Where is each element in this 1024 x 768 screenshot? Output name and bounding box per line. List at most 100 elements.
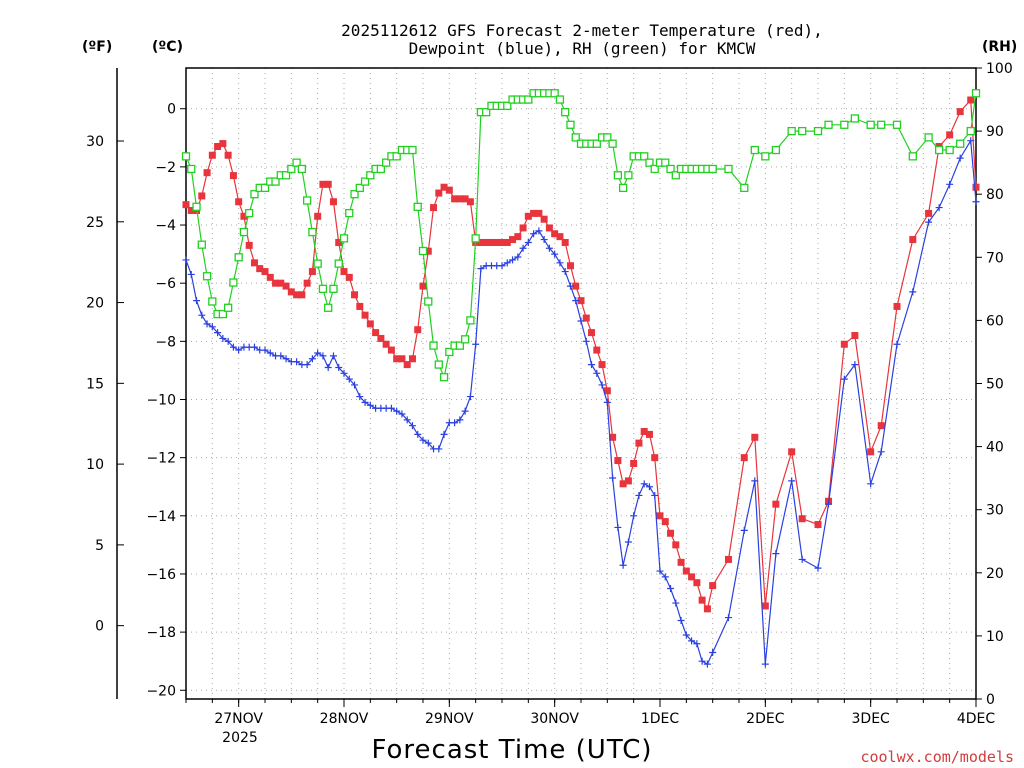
dewpoint-point xyxy=(403,416,411,424)
rh-point xyxy=(850,114,860,123)
rh-point xyxy=(302,196,312,205)
rh-point xyxy=(724,164,733,174)
temperature-point xyxy=(693,579,701,587)
dewpoint-point xyxy=(514,253,522,261)
fahrenheit-tick-label: 10 xyxy=(86,457,104,473)
temperature-point xyxy=(598,361,606,369)
dewpoint-point xyxy=(624,538,632,546)
dewpoint-point xyxy=(345,375,353,383)
temperature-point xyxy=(482,238,490,246)
temperature-point xyxy=(314,212,322,220)
rh-point xyxy=(750,145,759,155)
temperature-point xyxy=(709,582,717,590)
rh-point xyxy=(234,253,243,262)
rh-point xyxy=(376,164,386,174)
temperature-point xyxy=(724,555,732,563)
temperature-point xyxy=(235,198,243,206)
dewpoint-point xyxy=(229,343,237,351)
rh-point xyxy=(324,303,333,312)
rh-point xyxy=(287,164,296,174)
rh-point xyxy=(908,152,917,161)
temperature-point xyxy=(577,297,585,305)
temperature-point xyxy=(561,238,569,246)
temperature-point xyxy=(329,198,337,206)
dewpoint-point xyxy=(456,416,464,424)
rh-tick-label: 40 xyxy=(986,440,1004,456)
dewpoint-point xyxy=(261,346,269,354)
temperature-point xyxy=(356,302,364,310)
dewpoint-point xyxy=(761,660,769,668)
temperature-point xyxy=(624,477,632,485)
rh-point xyxy=(624,171,633,180)
dewpoint-point xyxy=(651,491,659,499)
dewpoint-point xyxy=(614,523,622,531)
dewpoint-point xyxy=(682,631,690,639)
rh-point xyxy=(592,139,601,148)
temperature-point xyxy=(877,422,885,430)
rh-point xyxy=(329,284,338,294)
rh-point xyxy=(434,360,443,369)
credit-text: coolwx.com/models xyxy=(860,748,1014,766)
rh-point xyxy=(192,202,201,211)
rh-point xyxy=(798,126,807,136)
x-tick-label: 3DEC xyxy=(852,711,891,727)
rh-point xyxy=(524,95,533,104)
temperature-point xyxy=(298,291,306,299)
dewpoint-point xyxy=(656,567,664,575)
dewpoint-point xyxy=(335,364,343,372)
temperature-point xyxy=(319,180,327,188)
dewpoint-point xyxy=(709,648,717,656)
dewpoint-point xyxy=(635,491,643,499)
temperature-point xyxy=(361,311,369,319)
celsius-tick-label: −6 xyxy=(155,276,176,292)
rh-point xyxy=(208,297,217,306)
temperature-point xyxy=(614,457,622,465)
dewpoint-point xyxy=(361,398,369,406)
temperature-point xyxy=(398,355,406,363)
dewpoint-point xyxy=(193,297,201,305)
temperature-point xyxy=(814,521,822,529)
temperature-point xyxy=(840,340,848,348)
dewpoint-point xyxy=(740,526,748,534)
dewpoint-point xyxy=(235,346,243,354)
dewpoint-point xyxy=(545,244,553,252)
temperature-point xyxy=(909,236,917,244)
dewpoint-point xyxy=(551,250,559,258)
temperature-point xyxy=(640,427,648,435)
temperature-point xyxy=(593,346,601,354)
temperature-point xyxy=(651,454,659,462)
fahrenheit-tick-label: 20 xyxy=(86,296,104,312)
dewpoint-point xyxy=(324,364,332,372)
rh-point xyxy=(966,126,975,136)
rh-point xyxy=(618,183,628,193)
temperature-point xyxy=(672,541,680,549)
temperature-point xyxy=(661,518,669,526)
temperature-point xyxy=(572,282,580,290)
dewpoint-point xyxy=(703,660,711,668)
dewpoint-point xyxy=(472,340,480,348)
dewpoint-point xyxy=(561,268,569,276)
rh-point xyxy=(271,177,280,186)
rh-tick-label: 50 xyxy=(986,377,1004,393)
rh-point xyxy=(197,240,206,249)
fahrenheit-axis-unit: (ºF) xyxy=(82,39,112,55)
rh-point xyxy=(360,177,370,186)
fahrenheit-tick-label: 5 xyxy=(95,538,104,554)
dewpoint-point xyxy=(214,329,222,337)
rh-point xyxy=(202,272,212,281)
dewpoint-point xyxy=(519,244,527,252)
rh-point xyxy=(292,158,301,167)
rh-point xyxy=(956,139,965,148)
rh-point xyxy=(666,164,675,174)
rh-point xyxy=(566,120,575,129)
dewpoint-point xyxy=(893,340,901,348)
temperature-point xyxy=(540,215,548,223)
temperature-point xyxy=(366,320,374,328)
temperature-point xyxy=(340,268,348,276)
dewpoint-point xyxy=(577,317,585,325)
dewpoint-point xyxy=(572,297,580,305)
temperature-point xyxy=(477,238,485,246)
dewpoint-point xyxy=(329,352,337,360)
dewpoint-point xyxy=(751,477,759,485)
temperature-point xyxy=(556,233,564,241)
